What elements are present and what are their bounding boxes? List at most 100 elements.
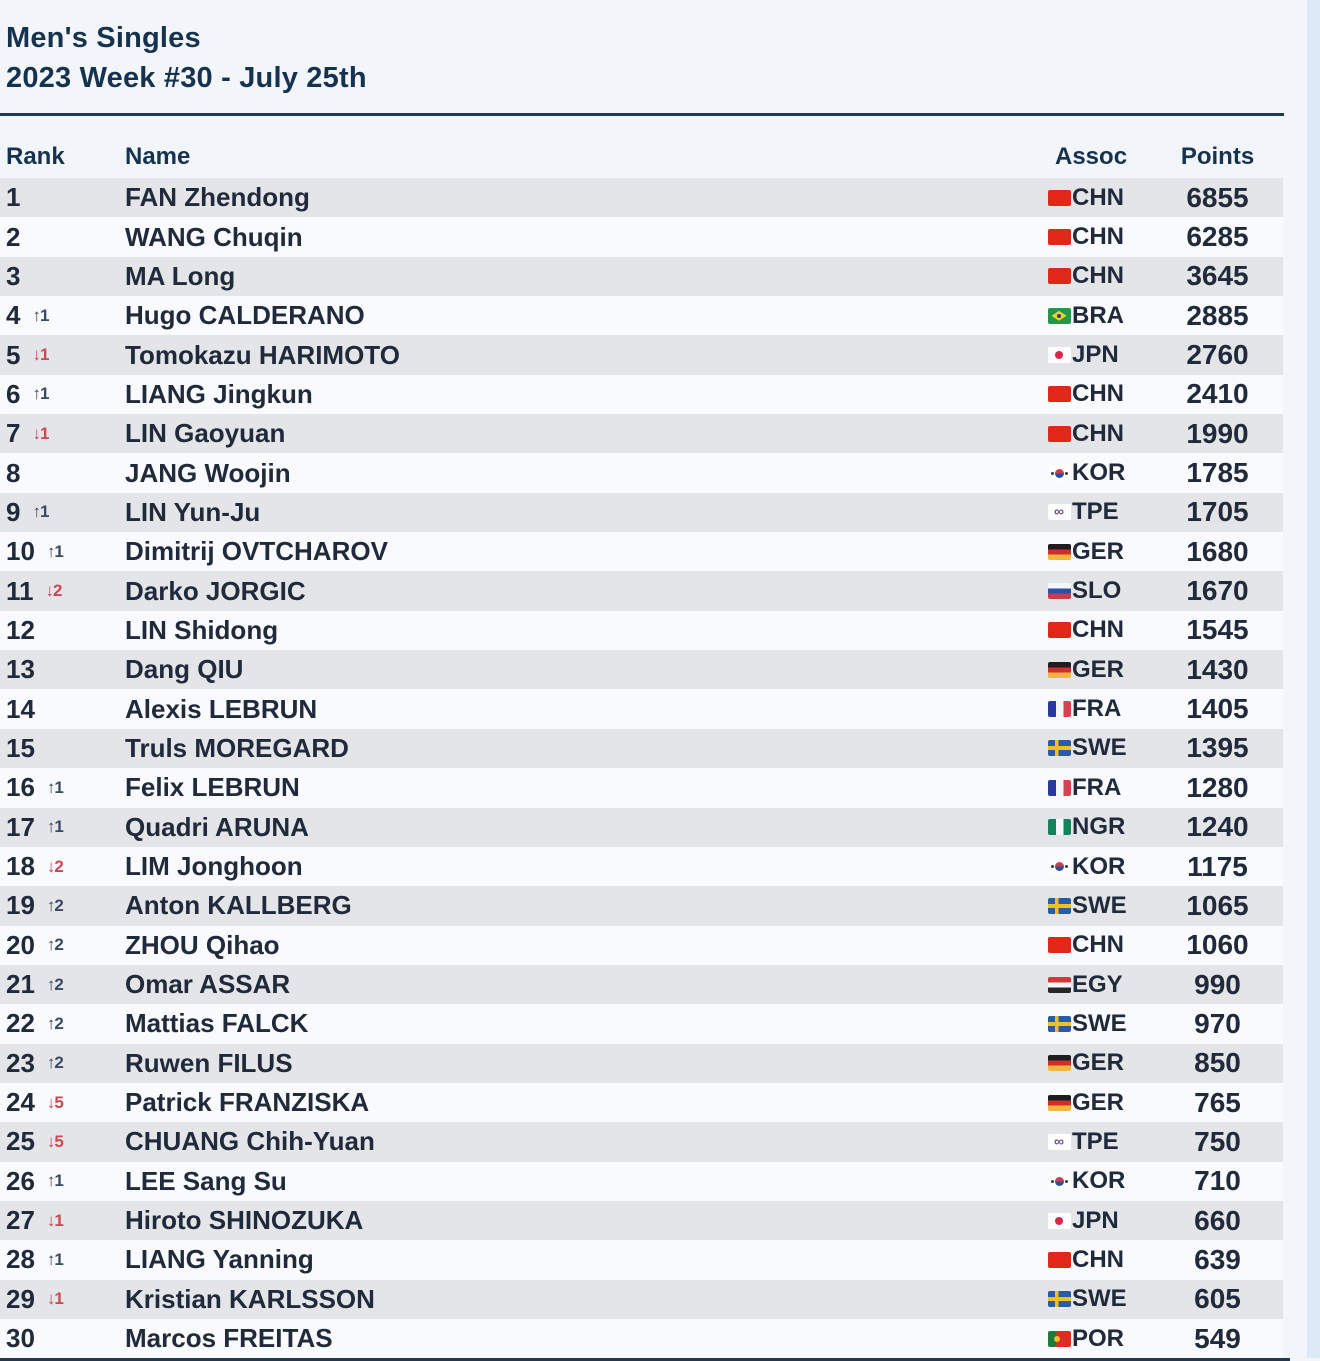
flag-box xyxy=(1046,779,1072,796)
rank-cell: 13 xyxy=(6,654,125,685)
points-value: 1670 xyxy=(1186,575,1249,607)
table-row: 20 ↑2 ZHOU Qihao CHN 1060 xyxy=(0,925,1283,965)
ger-flag-icon xyxy=(1047,1094,1071,1111)
ranking-table-body: 1 FAN Zhendong CHN 6855 2 WANG Chuqin CH… xyxy=(0,178,1290,1359)
fra-flag-icon xyxy=(1047,701,1071,718)
assoc-cell: CHN xyxy=(1046,931,1138,959)
rank-value: 6 xyxy=(6,378,21,409)
rank-cell: 11 ↓2 xyxy=(6,576,125,607)
rank-value: 28 xyxy=(6,1244,35,1275)
assoc-cell: SWE xyxy=(1046,1285,1138,1313)
flag-box xyxy=(1046,937,1072,954)
swe-flag-icon xyxy=(1047,740,1071,757)
player-name: CHUANG Chih-Yuan xyxy=(125,1126,375,1157)
table-row: 30 Marcos FREITAS POR 549 xyxy=(0,1318,1283,1359)
chn-flag-icon xyxy=(1047,189,1071,206)
assoc-code: KOR xyxy=(1072,1167,1126,1195)
assoc-cell: GER xyxy=(1046,1089,1138,1117)
rank-cell: 10 ↑1 xyxy=(6,536,125,567)
table-row: 3 MA Long CHN 3645 xyxy=(0,256,1283,297)
assoc-code: CHN xyxy=(1072,616,1124,644)
assoc-cell: FRA xyxy=(1046,774,1138,802)
rank-change-indicator: ↓1 xyxy=(32,423,49,443)
assoc-cell: CHN xyxy=(1046,184,1138,212)
ngr-flag-icon xyxy=(1047,819,1071,836)
assoc-code: BRA xyxy=(1072,301,1124,329)
table-row: 2 WANG Chuqin CHN 6285 xyxy=(0,217,1283,257)
flag-box xyxy=(1046,229,1072,246)
rank-cell: 30 xyxy=(6,1323,125,1354)
ger-flag-icon xyxy=(1047,1055,1071,1072)
rank-change-indicator: ↑1 xyxy=(46,777,64,797)
assoc-code: KOR xyxy=(1072,459,1126,487)
rank-cell: 6 ↑1 xyxy=(6,379,125,410)
egy-flag-icon xyxy=(1047,976,1071,993)
points-value: 660 xyxy=(1194,1204,1241,1236)
chn-flag-icon xyxy=(1047,425,1071,442)
rank-value: 9 xyxy=(6,496,21,527)
player-name: Dang QIU xyxy=(125,654,244,685)
player-name: LIM Jonghoon xyxy=(125,851,303,882)
rank-change-indicator: ↓1 xyxy=(46,1210,64,1230)
assoc-code: TPE xyxy=(1072,1127,1119,1155)
jpn-flag-icon xyxy=(1047,347,1071,364)
flag-box xyxy=(1046,189,1072,206)
player-name: JANG Woojin xyxy=(125,457,291,488)
table-row: 14 Alexis LEBRUN FRA 1405 xyxy=(0,689,1283,729)
player-name: Marcos FREITAS xyxy=(125,1323,333,1354)
table-row: 8 JANG Woojin KOR 1785 xyxy=(0,453,1283,493)
swe-flag-icon xyxy=(1047,897,1071,914)
flag-box xyxy=(1046,1094,1072,1111)
points-value: 2885 xyxy=(1186,299,1249,331)
assoc-cell: TPE xyxy=(1046,498,1138,526)
rank-value: 30 xyxy=(6,1323,35,1354)
points-value: 1175 xyxy=(1187,850,1248,882)
points-value: 1405 xyxy=(1186,693,1249,725)
points-value: 1430 xyxy=(1186,653,1249,685)
points-value: 710 xyxy=(1194,1165,1241,1197)
flag-box xyxy=(1046,701,1072,718)
rank-value: 5 xyxy=(6,339,21,370)
points-value: 6855 xyxy=(1186,181,1249,213)
flag-box xyxy=(1046,740,1072,757)
rank-change-indicator: ↓2 xyxy=(46,856,64,876)
rank-value: 7 xyxy=(6,418,21,449)
rank-value: 12 xyxy=(6,614,35,645)
rank-cell: 5 ↓1 xyxy=(6,340,125,371)
flag-box xyxy=(1046,465,1072,482)
rank-value: 21 xyxy=(6,969,35,1000)
player-name: Truls MOREGARD xyxy=(125,732,349,763)
rank-cell: 18 ↓2 xyxy=(6,851,125,882)
assoc-cell: JPN xyxy=(1046,341,1138,369)
points-value: 1240 xyxy=(1186,811,1249,843)
chn-flag-icon xyxy=(1047,1251,1071,1268)
rank-value: 4 xyxy=(6,300,21,331)
points-value: 605 xyxy=(1194,1283,1241,1315)
page-title: Men's Singles xyxy=(6,22,201,54)
assoc-code: POR xyxy=(1072,1324,1125,1352)
rank-cell: 29 ↓1 xyxy=(6,1284,125,1315)
rank-cell: 8 xyxy=(6,458,125,489)
assoc-cell: CHN xyxy=(1046,1246,1138,1274)
rank-value: 23 xyxy=(6,1047,35,1078)
rank-value: 13 xyxy=(6,654,35,685)
rank-value: 24 xyxy=(6,1087,35,1118)
rank-value: 1 xyxy=(6,182,21,213)
chn-flag-icon xyxy=(1047,937,1071,954)
table-row: 1 FAN Zhendong CHN 6855 xyxy=(0,178,1283,218)
table-row: 13 Dang QIU GER 1430 xyxy=(0,650,1283,690)
assoc-cell: NGR xyxy=(1046,813,1138,841)
rank-change-indicator: ↑1 xyxy=(46,817,64,837)
assoc-code: JPN xyxy=(1072,1206,1119,1234)
table-row: 17 ↑1 Quadri ARUNA NGR 1240 xyxy=(0,807,1283,847)
points-value: 970 xyxy=(1194,1007,1241,1039)
assoc-code: FRA xyxy=(1072,695,1122,723)
table-row: 12 LIN Shidong CHN 1545 xyxy=(0,610,1283,651)
rank-value: 26 xyxy=(6,1165,35,1196)
flag-box xyxy=(1046,583,1072,600)
rank-change-indicator: ↑1 xyxy=(46,1249,64,1269)
assoc-code: FRA xyxy=(1072,773,1122,801)
assoc-cell: GER xyxy=(1046,538,1138,566)
flag-box xyxy=(1046,307,1072,324)
flag-box xyxy=(1046,1173,1072,1190)
